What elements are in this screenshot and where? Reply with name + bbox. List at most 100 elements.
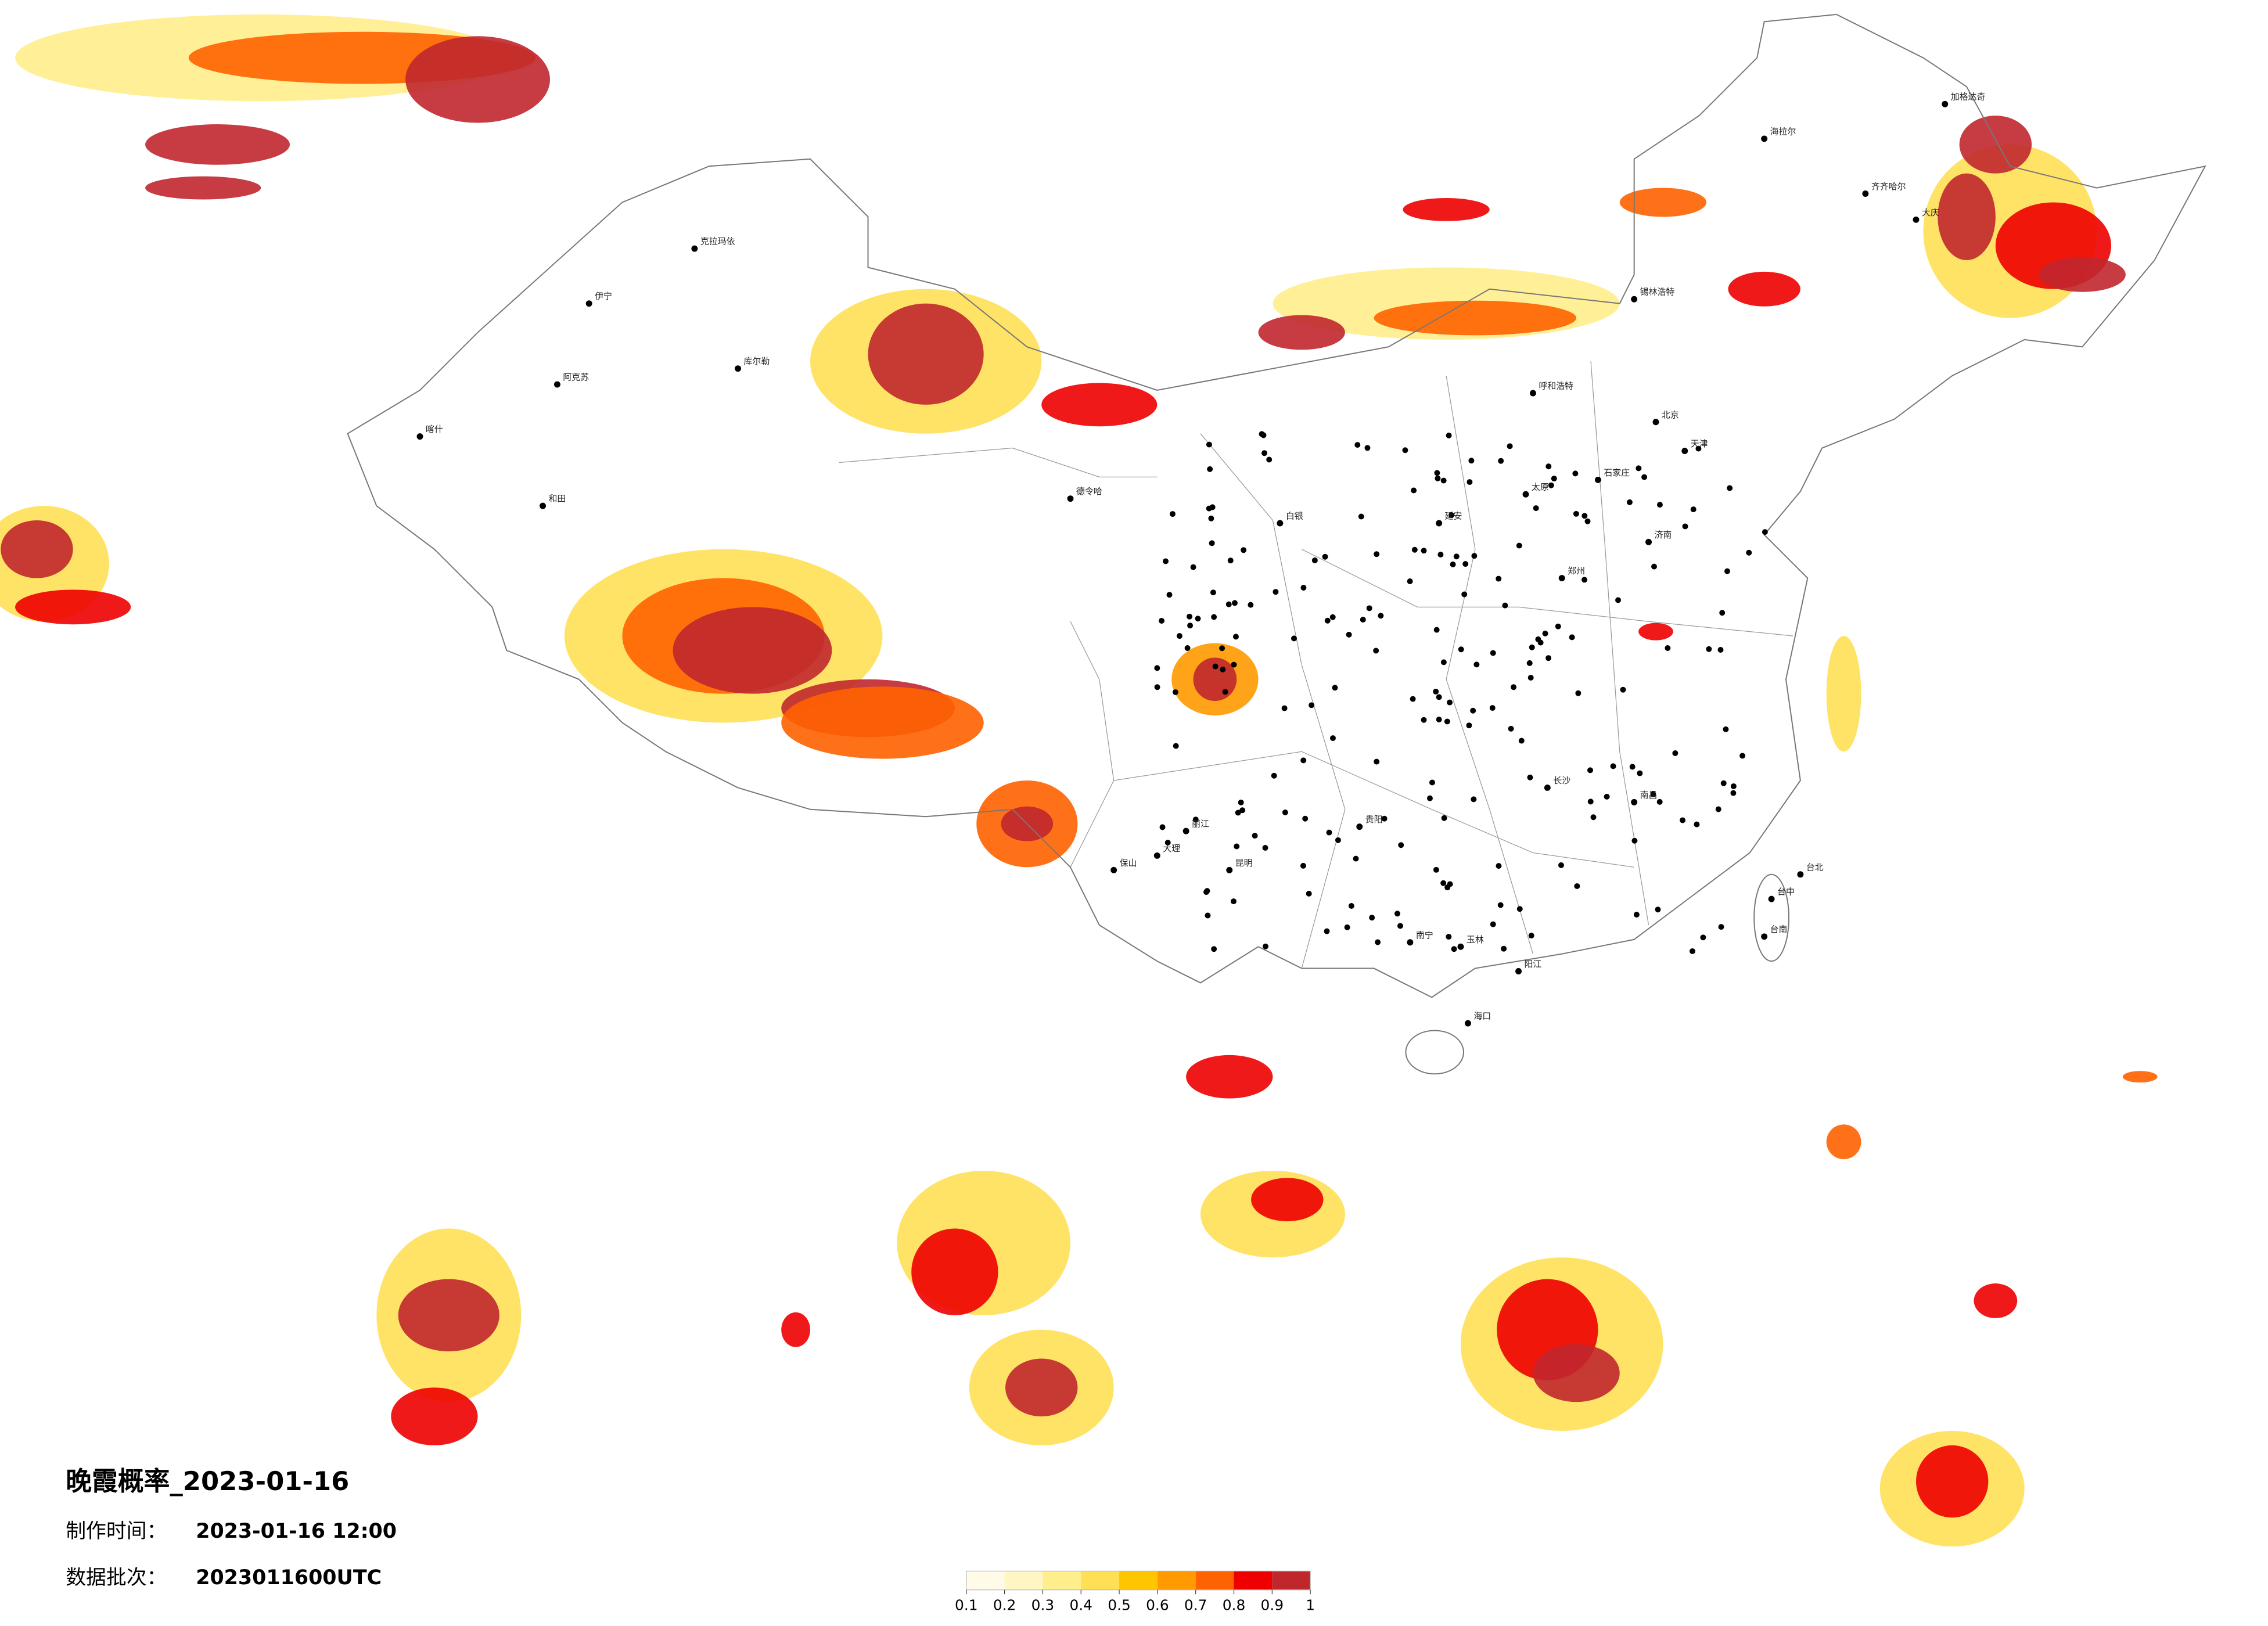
city-dot [1300,585,1307,591]
city-dot [1446,934,1452,940]
city-label: 阿克苏 [563,372,589,383]
city-dot [1208,515,1214,521]
made-time: 2023-01-16 12:00 [196,1520,397,1543]
colorbar: 0.1 0.2 0.3 0.4 0.5 0.6 0.7 0.8 0.9 1 [955,1570,1315,1614]
city-dot [1587,767,1593,774]
probability-area [781,686,984,759]
city-dot [1209,540,1215,546]
city-dot [1231,661,1237,668]
city-dot [1680,817,1686,823]
city-dot [1529,390,1536,397]
city-dot [1739,753,1746,759]
city-dot [1173,743,1179,749]
colorbar-swatch [1119,1571,1158,1590]
city-dot [1210,589,1216,596]
city-dot [1470,707,1476,714]
probability-area [781,1312,810,1347]
city-label: 克拉玛依 [700,236,735,247]
probability-area [1728,271,1800,307]
city-dot [1329,735,1336,742]
made-label: 制作时间： [66,1520,167,1543]
city-dot [1574,883,1580,889]
city-dot [1154,665,1160,671]
city-dot [1232,634,1239,640]
city-dot [1681,448,1688,455]
city-dot [1190,564,1196,570]
city-dot [1219,645,1225,652]
colorbar-frame [966,1570,1311,1591]
city-label: 台北 [1806,862,1824,872]
city-dot [1238,799,1244,805]
city-dot [1440,477,1447,484]
city-label: 德令哈 [1076,486,1102,497]
city-dot [1672,750,1678,756]
city-dot [1266,456,1273,463]
city-dot [1411,546,1418,553]
city-label: 南宁 [1416,930,1433,940]
city-label: 郑州 [1568,566,1585,576]
city-dot [1311,557,1318,563]
probability-area [391,1387,478,1445]
city-dot [1206,505,1212,512]
probability-area [1041,383,1158,427]
city-label: 太原 [1532,482,1549,492]
city-dot [1518,738,1525,744]
city-dot [1433,866,1439,873]
colorbar-tick-label: 0.1 [955,1597,978,1614]
city-label: 台南 [1770,924,1788,934]
city-dot [1715,806,1721,812]
city-dot [1440,880,1447,886]
city-dot [1626,499,1633,505]
city-dot [1248,602,1254,608]
city-dot [540,502,547,509]
city-dot [1462,561,1469,567]
city-dot [1467,479,1473,485]
city-dot [1263,943,1268,949]
colorbar-tick-label: 0.7 [1184,1597,1207,1614]
city-dot [1344,924,1350,930]
city-dot [1724,568,1730,574]
city-dot [1450,561,1456,567]
city-dot [1457,943,1464,950]
city-dot [1447,699,1453,706]
city-dot [1490,921,1496,927]
city-label: 大庆 [1922,207,1939,218]
city-dot [1309,702,1315,708]
city-dot [1575,690,1582,696]
city-dot [1526,660,1533,666]
city-dot [1527,774,1533,780]
city-dot [585,300,592,307]
city-dot [1421,717,1427,723]
city-dot [1496,575,1502,582]
city-dot [1631,798,1638,805]
colorbar-swatch [1234,1571,1273,1590]
city-dot [1324,928,1330,934]
city-dot [1260,432,1267,438]
city-dot [1329,614,1336,620]
city-dot [1397,923,1403,929]
probability-area [868,303,984,405]
city-dot [1429,779,1435,786]
city-dot [1231,600,1238,606]
city-dot [1447,881,1453,887]
city-dot [1360,617,1366,623]
city-label: 济南 [1655,530,1672,540]
city-dot [1584,518,1591,524]
city-label: 玉林 [1467,934,1484,945]
city-label: 贵阳 [1365,814,1383,825]
city-dot [1862,190,1869,197]
city-dot [1192,816,1199,823]
city-dot [1291,635,1297,642]
probability-area [1533,1344,1620,1402]
probability-area [405,36,550,123]
probability-area [673,607,832,694]
city-dot [1398,842,1404,848]
city-dot [1262,845,1268,851]
city-dot [1176,633,1182,639]
city-dot [1378,613,1384,619]
city-dot [1761,135,1768,142]
city-label: 台中 [1777,887,1795,897]
city-dot [1730,790,1737,796]
